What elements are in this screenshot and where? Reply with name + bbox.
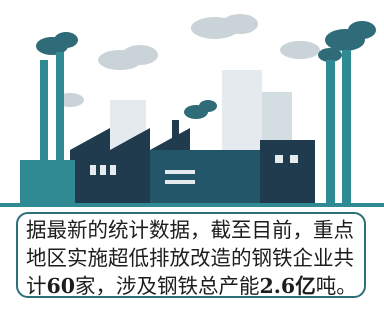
caption: 据最新的统计数据，截至目前，重点地区实施超低排放改造的钢铁企业共计60家，涉及钢… bbox=[26, 216, 364, 300]
caption-text: 吨。 bbox=[316, 274, 357, 298]
caption-number: 2.6亿 bbox=[260, 274, 316, 298]
page: 据最新的统计数据，截至目前，重点地区实施超低排放改造的钢铁企业共计60家，涉及钢… bbox=[0, 0, 384, 312]
caption-text: 家，涉及钢铁总产能 bbox=[75, 274, 260, 298]
caption-number: 60 bbox=[47, 274, 76, 298]
factory-illustration bbox=[0, 0, 384, 210]
